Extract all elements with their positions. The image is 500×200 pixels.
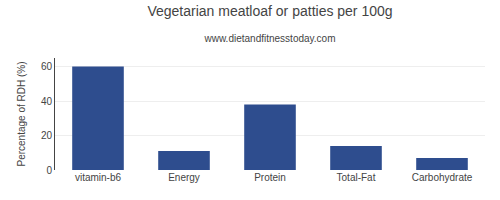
svg-text:40: 40 — [41, 96, 53, 107]
svg-text:20: 20 — [41, 130, 53, 141]
svg-text:Total-Fat: Total-Fat — [337, 172, 376, 183]
svg-text:Protein: Protein — [254, 172, 286, 183]
svg-text:0: 0 — [46, 165, 52, 176]
svg-text:vitamin-b6: vitamin-b6 — [75, 172, 122, 183]
svg-text:Percentage of RDH (%): Percentage of RDH (%) — [16, 61, 27, 166]
svg-text:Vegetarian meatloaf or patties: Vegetarian meatloaf or patties per 100g — [147, 3, 392, 19]
svg-text:60: 60 — [41, 61, 53, 72]
svg-text:Energy: Energy — [168, 172, 200, 183]
svg-text:www.dietandfitnesstoday.com: www.dietandfitnesstoday.com — [204, 33, 336, 44]
svg-text:Carbohydrate: Carbohydrate — [412, 172, 473, 183]
